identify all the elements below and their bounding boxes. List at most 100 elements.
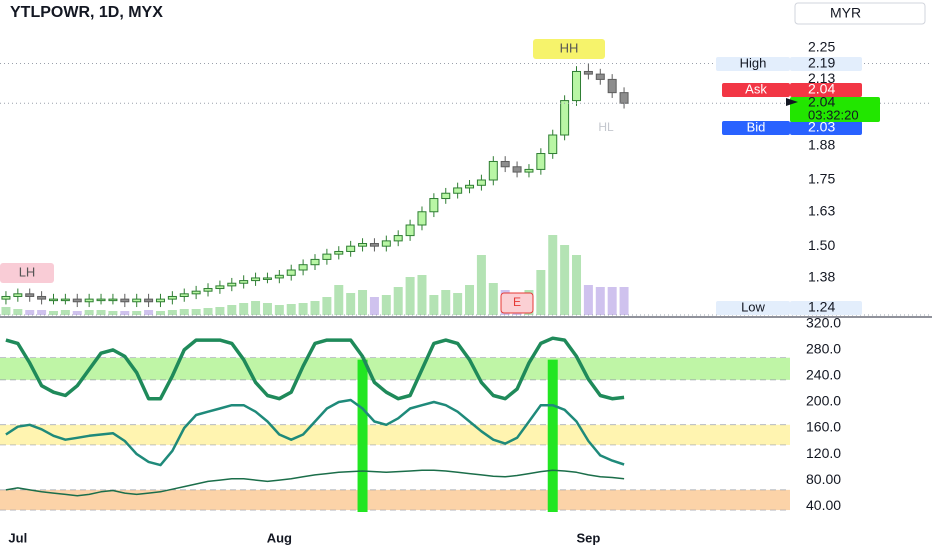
volume-bar bbox=[120, 311, 130, 315]
candle-body bbox=[191, 290, 201, 295]
volume-bar bbox=[132, 311, 142, 315]
volume-bar bbox=[227, 305, 237, 315]
volume-bar bbox=[393, 287, 403, 315]
volume-bar bbox=[607, 287, 617, 315]
candle-body bbox=[512, 166, 522, 173]
indicator-line bbox=[5, 336, 625, 401]
badge-label: Bid bbox=[747, 119, 766, 134]
y-tick-label: 160.0 bbox=[806, 419, 841, 435]
candle-body bbox=[155, 298, 165, 303]
currency-button[interactable] bbox=[794, 2, 926, 25]
x-tick-label: Aug bbox=[267, 530, 292, 545]
candle-body bbox=[429, 198, 439, 213]
y-tick-label: 200.0 bbox=[806, 393, 841, 409]
band bbox=[0, 357, 790, 380]
y-tick-label: 280.0 bbox=[806, 341, 841, 357]
candle-body bbox=[346, 245, 356, 252]
volume-bar bbox=[465, 285, 475, 315]
volume-bar bbox=[322, 297, 332, 315]
volume-bar bbox=[144, 310, 154, 315]
band bbox=[0, 489, 790, 511]
last-price-bg bbox=[790, 97, 880, 122]
volume-bar bbox=[203, 308, 213, 315]
candle-body bbox=[358, 243, 368, 247]
volume-bar bbox=[60, 310, 70, 315]
candle-body bbox=[60, 298, 70, 302]
volume-bar bbox=[13, 309, 23, 315]
band bbox=[0, 424, 790, 445]
candle-body bbox=[405, 224, 415, 237]
badge-label: Ask bbox=[745, 81, 767, 96]
y-tick-label: 320.0 bbox=[806, 315, 841, 331]
badge-label-bg bbox=[716, 301, 790, 315]
y-tick-label: 120.0 bbox=[806, 445, 841, 461]
indicator-panel bbox=[0, 336, 790, 512]
candle-body bbox=[548, 134, 558, 155]
candle-body bbox=[393, 235, 403, 242]
annotation: E bbox=[513, 295, 521, 309]
candle-body bbox=[286, 269, 296, 276]
volume-bar bbox=[1, 307, 11, 315]
badge-value-bg bbox=[790, 121, 862, 135]
candle-body bbox=[560, 100, 570, 136]
volume-bar bbox=[536, 270, 546, 315]
price-panel: HH LH HL E bbox=[0, 39, 930, 316]
volume-bar bbox=[595, 287, 605, 315]
volume-bar bbox=[310, 301, 320, 315]
countdown: 03:32:20 bbox=[808, 107, 859, 122]
candle-body bbox=[572, 70, 582, 102]
badge-label: Low bbox=[741, 299, 765, 314]
volume-bar bbox=[334, 285, 344, 315]
y-tick-label: 1.38 bbox=[808, 269, 835, 285]
volume-bar bbox=[572, 255, 582, 315]
volume-bar bbox=[108, 311, 118, 315]
annotation: HL bbox=[598, 120, 614, 134]
volume-bar bbox=[381, 295, 391, 315]
volume-bar bbox=[583, 285, 593, 315]
candle-body bbox=[369, 243, 379, 247]
candle-body bbox=[476, 179, 486, 186]
volume-bar bbox=[441, 290, 451, 315]
volume-bar bbox=[48, 311, 58, 315]
annotation-bg bbox=[500, 292, 534, 314]
candle-body bbox=[84, 298, 94, 303]
volume-bar bbox=[369, 297, 379, 315]
candle-body bbox=[37, 295, 47, 300]
volume-bar bbox=[84, 310, 94, 315]
volume-bar bbox=[191, 309, 201, 315]
badge-value-bg bbox=[790, 83, 862, 97]
candle-body bbox=[179, 293, 189, 297]
candle-body bbox=[48, 298, 58, 302]
candle-body bbox=[25, 293, 35, 297]
x-tick-label: Sep bbox=[576, 530, 600, 545]
candle-body bbox=[465, 184, 475, 189]
volume-bar bbox=[560, 245, 570, 315]
y-tick-label: 2.25 bbox=[808, 38, 835, 54]
volume-bar bbox=[286, 304, 296, 315]
volume-bar bbox=[251, 301, 261, 315]
candle-body bbox=[120, 298, 130, 303]
volume-bar bbox=[619, 287, 629, 315]
candle-body bbox=[251, 277, 261, 282]
candle-body bbox=[298, 264, 308, 271]
candle-body bbox=[310, 258, 320, 266]
currency[interactable]: MYR bbox=[830, 5, 861, 21]
annotation: LH bbox=[19, 264, 36, 279]
highlight bbox=[357, 359, 368, 512]
candle-body bbox=[96, 298, 106, 302]
indicator-line bbox=[5, 398, 625, 467]
badge-value: 1.24 bbox=[808, 299, 835, 315]
volume-bar bbox=[25, 310, 35, 315]
badge-value-bg bbox=[790, 301, 862, 315]
volume-bar bbox=[476, 255, 486, 315]
candle-body bbox=[583, 70, 593, 75]
candle-body bbox=[536, 153, 546, 170]
candle-body bbox=[203, 288, 213, 292]
y-tick-label: 80.00 bbox=[806, 471, 841, 487]
candle-body bbox=[144, 298, 154, 303]
volume-bar bbox=[548, 235, 558, 315]
candle-body bbox=[417, 211, 427, 226]
candle-body bbox=[274, 274, 284, 279]
badge-value: 2.04 bbox=[808, 81, 835, 97]
